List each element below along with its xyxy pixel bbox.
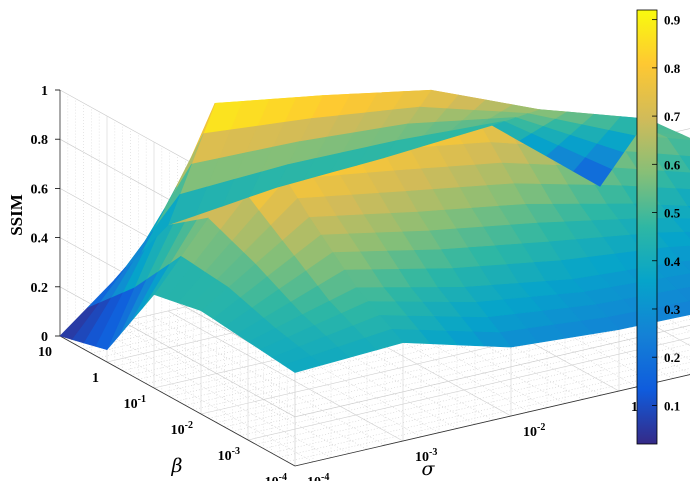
beta-tick-label: 10-3 xyxy=(218,446,240,464)
colorbar-tick-label: 0.4 xyxy=(664,254,681,269)
sigma-tick-label: 10-4 xyxy=(307,472,329,481)
colorbar-tick-label: 0.3 xyxy=(664,302,681,317)
surface xyxy=(59,89,690,373)
z-tick-label: 1 xyxy=(41,84,48,99)
sigma-axis-line xyxy=(294,374,690,467)
z-tick-label: 0.8 xyxy=(31,133,49,148)
sigma-tick-label: 10-2 xyxy=(523,422,545,440)
colorbar-tick-label: 0.9 xyxy=(664,13,681,28)
sigma-axis-title: σ xyxy=(422,458,436,480)
colorbar-tick-label: 0.8 xyxy=(664,61,681,76)
grid-line xyxy=(167,310,404,442)
z-tick-label: 0 xyxy=(41,330,48,345)
grid-line xyxy=(247,337,690,441)
beta-tick-label: 10-4 xyxy=(265,472,287,481)
colorbar-tick-label: 0.2 xyxy=(664,350,680,365)
beta-tick-label: 1 xyxy=(92,371,99,386)
z-tick-label: 0.6 xyxy=(31,182,49,197)
sigma-tick-label: 10-3 xyxy=(415,447,437,465)
colorbar-tick-label: 0.7 xyxy=(664,109,681,124)
beta-axis-title: β xyxy=(171,455,183,477)
colorbar-tick-label: 0.5 xyxy=(664,206,681,221)
beta-axis-line xyxy=(59,335,296,467)
z-tick-label: 0.2 xyxy=(31,281,49,296)
colorbar-gradient xyxy=(636,9,658,445)
beta-tick-label: 10-1 xyxy=(124,394,146,412)
z-tick-label: 0.4 xyxy=(31,232,49,247)
colorbar: 0.1 0.2 0.3 0.4 0.5 0.6 0.7 0.8 0.9 xyxy=(636,9,681,445)
beta-tick-label: 10 xyxy=(38,345,52,360)
colorbar-tick-label: 0.6 xyxy=(664,157,681,172)
colorbar-tick-label: 0.1 xyxy=(664,398,680,413)
z-axis-title: SSIM xyxy=(7,194,26,236)
beta-tick-label: 10-2 xyxy=(171,420,193,438)
surface-patch xyxy=(59,302,100,340)
colorbar-ticks: 0.1 0.2 0.3 0.4 0.5 0.6 0.7 0.8 0.9 xyxy=(652,13,681,413)
